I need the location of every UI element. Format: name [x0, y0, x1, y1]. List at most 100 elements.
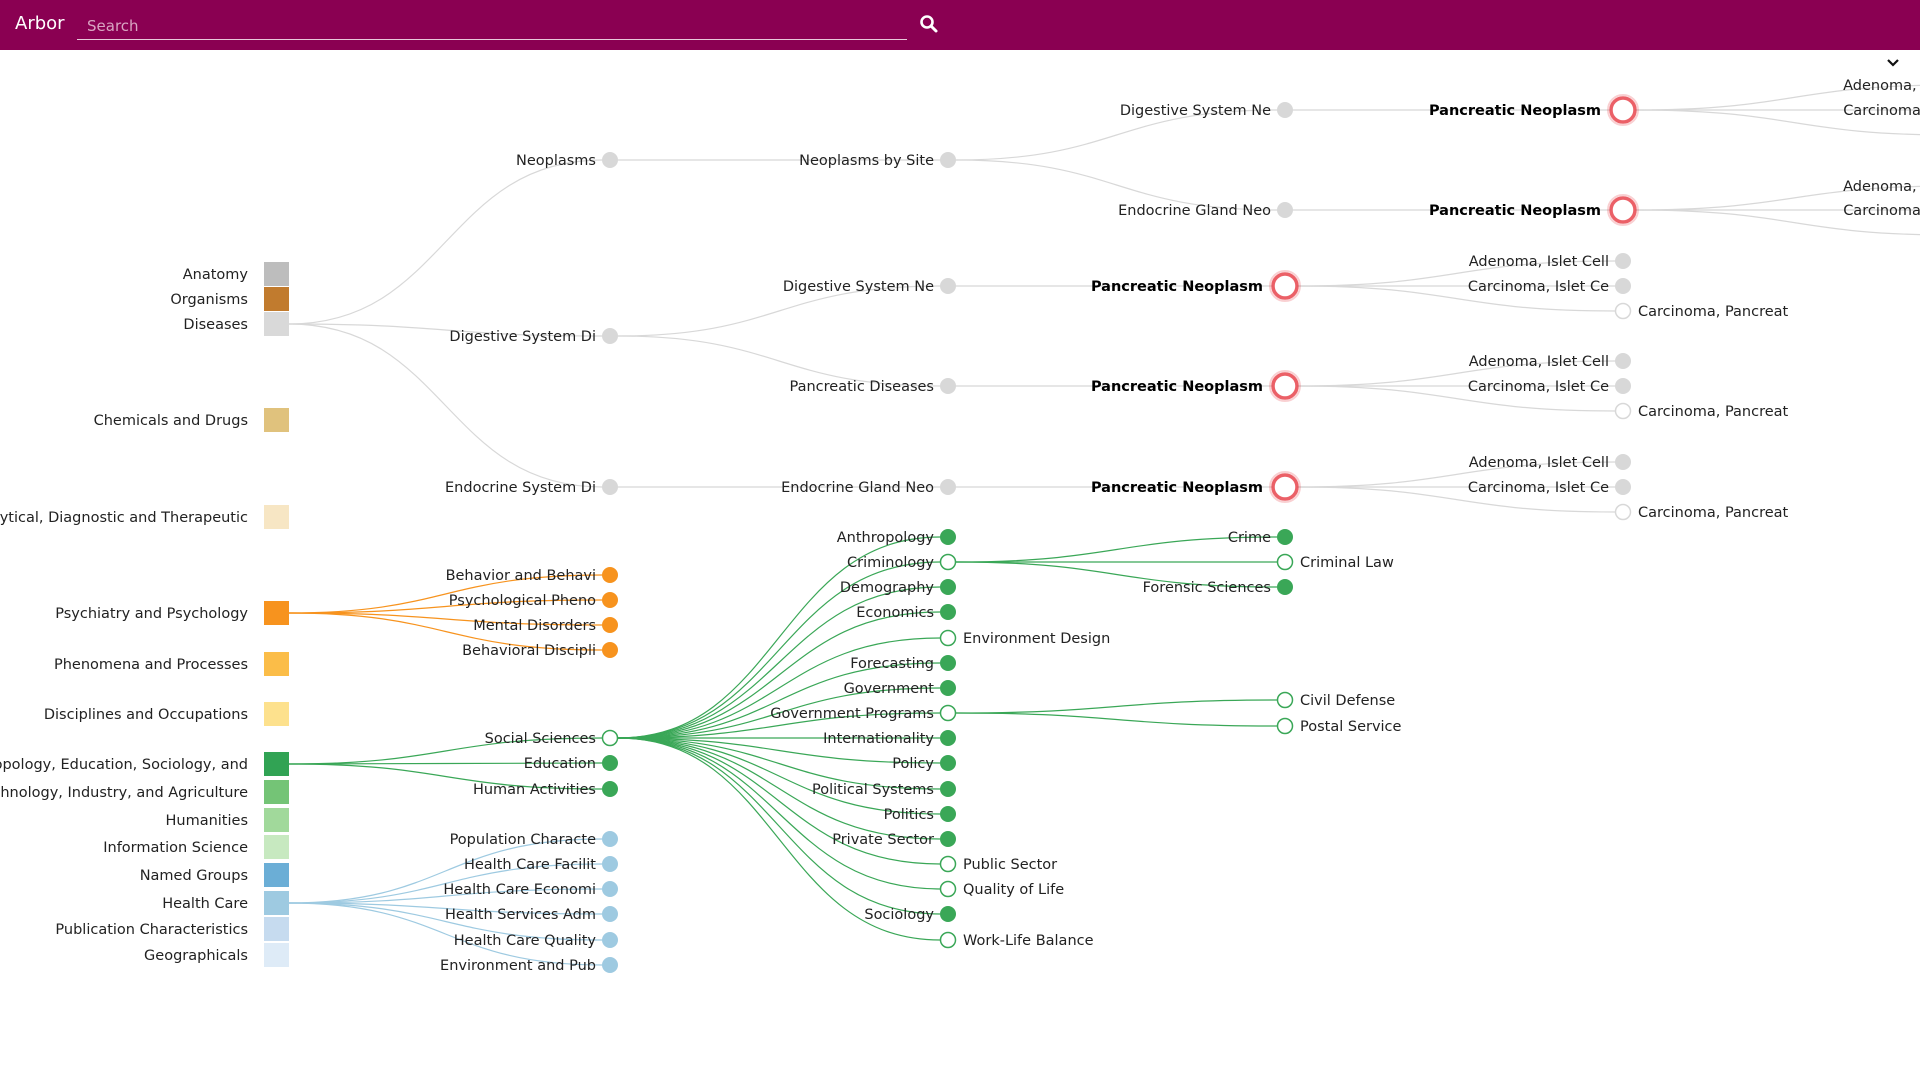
- tree-node[interactable]: [1277, 202, 1293, 218]
- category-label[interactable]: Geographicals: [144, 948, 248, 964]
- node-label[interactable]: Health Care Economi: [443, 882, 596, 898]
- node-label[interactable]: Pancreatic Neoplasm: [1429, 103, 1601, 119]
- tree-node[interactable]: [1277, 579, 1293, 595]
- tree-node[interactable]: [940, 781, 956, 797]
- node-label[interactable]: Politics: [884, 807, 934, 823]
- node-label[interactable]: Policy: [892, 756, 934, 772]
- highlighted-node[interactable]: [1271, 272, 1299, 300]
- node-label[interactable]: Carcinoma, Pancreat: [1638, 505, 1789, 521]
- category-label[interactable]: Disciplines and Occupations: [44, 707, 248, 723]
- tree-node[interactable]: [940, 680, 956, 696]
- category-label[interactable]: Anthropology, Education, Sociology, and: [0, 757, 248, 773]
- node-label[interactable]: Postal Service: [1300, 719, 1402, 735]
- category-swatch[interactable]: [264, 287, 289, 311]
- chevron-down-icon[interactable]: [1884, 54, 1902, 72]
- category-label[interactable]: Organisms: [170, 292, 248, 308]
- tree-node[interactable]: [940, 278, 956, 294]
- category-label[interactable]: Publication Characteristics: [55, 922, 248, 938]
- tree-node[interactable]: [940, 529, 956, 545]
- node-label[interactable]: Behavioral Discipli: [462, 643, 596, 659]
- tree-node[interactable]: [940, 378, 956, 394]
- node-label[interactable]: Endocrine Gland Neo: [1118, 203, 1271, 219]
- tree-node-collapsed[interactable]: [939, 931, 957, 949]
- tree-node[interactable]: [602, 856, 618, 872]
- highlighted-node[interactable]: [1271, 473, 1299, 501]
- tree-node[interactable]: [1277, 102, 1293, 118]
- tree-node-collapsed[interactable]: [601, 729, 619, 747]
- search-icon[interactable]: [917, 12, 941, 36]
- tree-node[interactable]: [940, 755, 956, 771]
- tree-node[interactable]: [1615, 454, 1631, 470]
- category-label[interactable]: Phenomena and Processes: [54, 657, 248, 673]
- tree-node[interactable]: [602, 617, 618, 633]
- tree-node-collapsed[interactable]: [939, 553, 957, 571]
- node-label[interactable]: Endocrine System Di: [445, 480, 596, 496]
- category-swatch[interactable]: [264, 835, 289, 859]
- node-label[interactable]: Behavior and Behavi: [446, 568, 596, 584]
- tree-node[interactable]: [602, 881, 618, 897]
- node-label[interactable]: Health Services Adm: [445, 907, 596, 923]
- category-label[interactable]: Information Science: [103, 840, 248, 856]
- node-label[interactable]: Digestive System Ne: [1120, 103, 1271, 119]
- node-label[interactable]: Civil Defense: [1300, 693, 1395, 709]
- node-label[interactable]: Private Sector: [832, 832, 934, 848]
- tree-node[interactable]: [602, 831, 618, 847]
- node-label[interactable]: Environment Design: [963, 631, 1110, 647]
- tree-node[interactable]: [602, 781, 618, 797]
- highlighted-node[interactable]: [1271, 372, 1299, 400]
- node-label[interactable]: Criminal Law: [1300, 555, 1394, 571]
- node-label[interactable]: Human Activities: [473, 782, 596, 798]
- tree-node[interactable]: [602, 152, 618, 168]
- tree-node[interactable]: [602, 906, 618, 922]
- tree-node[interactable]: [940, 152, 956, 168]
- category-swatch[interactable]: [264, 752, 289, 776]
- highlighted-node[interactable]: [1609, 196, 1637, 224]
- node-label[interactable]: Neoplasms by Site: [799, 153, 934, 169]
- node-label[interactable]: Government: [844, 681, 935, 697]
- node-label[interactable]: Health Care Facilit: [464, 857, 596, 873]
- category-swatch[interactable]: [264, 408, 289, 432]
- node-label[interactable]: Adenoma, Isle: [1843, 179, 1920, 195]
- tree-node[interactable]: [602, 592, 618, 608]
- tree-node[interactable]: [602, 932, 618, 948]
- node-label[interactable]: Internationality: [823, 731, 934, 747]
- highlighted-node[interactable]: [1609, 96, 1637, 124]
- category-swatch[interactable]: [264, 863, 289, 887]
- node-label[interactable]: Work-Life Balance: [963, 933, 1094, 949]
- category-label[interactable]: Technology, Industry, and Agriculture: [0, 785, 248, 801]
- tree-node[interactable]: [940, 730, 956, 746]
- tree-node[interactable]: [602, 755, 618, 771]
- node-label[interactable]: Adenoma, Isle: [1843, 78, 1920, 94]
- node-label[interactable]: Adenoma, Islet Cell: [1469, 354, 1609, 370]
- node-label[interactable]: Carcinoma, Islet Ce: [1468, 480, 1609, 496]
- node-label[interactable]: Carcinoma, Islet Ce: [1468, 379, 1609, 395]
- tree-node-collapsed[interactable]: [1614, 402, 1632, 420]
- tree-node[interactable]: [1615, 479, 1631, 495]
- node-label[interactable]: Environment and Pub: [440, 958, 596, 974]
- tree-node[interactable]: [602, 328, 618, 344]
- tree-node[interactable]: [940, 655, 956, 671]
- tree-node[interactable]: [940, 579, 956, 595]
- category-swatch[interactable]: [264, 808, 289, 832]
- node-label[interactable]: Carcinoma, Isl: [1843, 103, 1920, 119]
- node-label[interactable]: Population Characte: [450, 832, 596, 848]
- category-label[interactable]: Analytical, Diagnostic and Therapeutic: [0, 510, 248, 526]
- node-label[interactable]: Health Care Quality: [454, 933, 597, 949]
- category-swatch[interactable]: [264, 505, 289, 529]
- tree-node[interactable]: [940, 806, 956, 822]
- node-label[interactable]: Pancreatic Neoplasm: [1091, 379, 1263, 395]
- node-label[interactable]: Pancreatic Neoplasm: [1091, 279, 1263, 295]
- category-swatch[interactable]: [264, 601, 289, 625]
- node-label[interactable]: Adenoma, Islet Cell: [1469, 254, 1609, 270]
- tree-node-collapsed[interactable]: [1614, 503, 1632, 521]
- node-label[interactable]: Psychological Pheno: [449, 593, 596, 609]
- tree-node-collapsed[interactable]: [939, 704, 957, 722]
- tree-node[interactable]: [602, 479, 618, 495]
- node-label[interactable]: Public Sector: [963, 857, 1057, 873]
- tree-node-collapsed[interactable]: [939, 629, 957, 647]
- category-swatch[interactable]: [264, 917, 289, 941]
- node-label[interactable]: Neoplasms: [516, 153, 596, 169]
- tree-node-collapsed[interactable]: [1276, 717, 1294, 735]
- node-label[interactable]: Carcinoma, Pancreat: [1638, 404, 1789, 420]
- tree-node[interactable]: [602, 957, 618, 973]
